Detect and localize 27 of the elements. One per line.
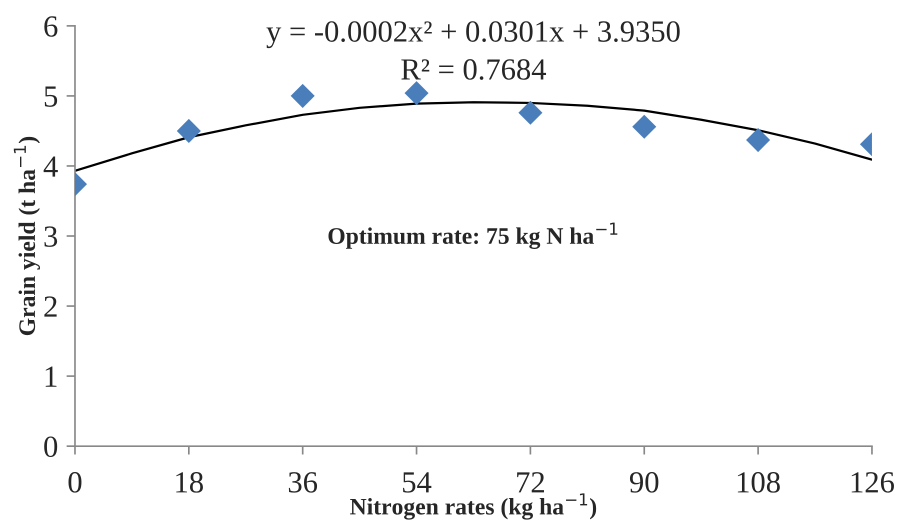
x-tick-label: 36 xyxy=(288,472,318,493)
x-tick-label: 72 xyxy=(517,472,544,492)
y-tick-label: 5 xyxy=(44,86,58,107)
point xyxy=(518,100,542,125)
annotation: y = -0.0002x² + 0.0301x + 3.9350 xyxy=(266,21,680,48)
point xyxy=(632,114,656,139)
y-tick-label: 2 xyxy=(44,296,57,317)
x-tick-label: 0 xyxy=(68,472,82,493)
y-axis-title: Grain yield (t ha$^{−1}$) xyxy=(14,136,40,336)
x-tick-label: 54 xyxy=(403,472,432,493)
y-tick-label: 4 xyxy=(44,156,58,177)
annotation: Optimum rate: 75 kg N ha$^{−1}$ xyxy=(328,222,618,249)
y-tick-label: 0 xyxy=(44,436,58,458)
annotation: R² = 0.7684 xyxy=(401,59,546,80)
y-tick-label: 6 xyxy=(44,16,58,37)
x-tick-label: 18 xyxy=(176,472,203,493)
point xyxy=(404,81,429,106)
x-axis-title: Nitrogen rates (kg ha$^{−1}$) xyxy=(350,493,596,520)
point xyxy=(290,84,315,108)
point xyxy=(176,118,201,143)
y-tick-label: 3 xyxy=(44,226,58,247)
x-tick-label: 126 xyxy=(852,472,894,493)
y-tick-label: 1 xyxy=(46,366,56,387)
line-series xyxy=(74,101,872,172)
x-tick-label: 108 xyxy=(738,472,780,493)
x-tick-label: 90 xyxy=(630,472,658,493)
point xyxy=(746,128,770,152)
